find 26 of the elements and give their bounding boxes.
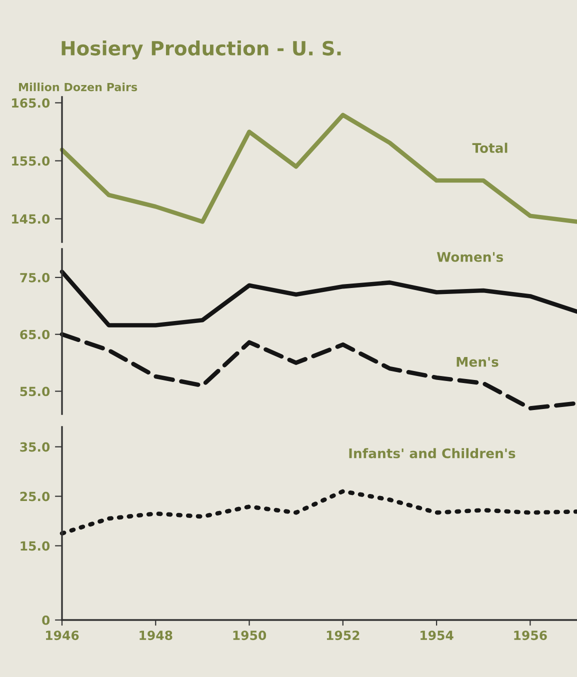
line-series xyxy=(60,489,577,536)
series-label: Men's xyxy=(456,357,498,367)
line-series xyxy=(60,332,577,410)
x-tick-label: 1956 xyxy=(514,630,547,640)
x-tick-label: 1954 xyxy=(420,630,454,640)
y-tick-label: 55.0 xyxy=(20,386,50,396)
y-tick-label: 165.0 xyxy=(12,98,50,108)
y-tick-label: 155.0 xyxy=(12,156,50,166)
y-tick-label: 0 xyxy=(42,615,50,625)
y-tick-label: 15.0 xyxy=(20,541,50,551)
text: Total xyxy=(472,142,508,153)
y-tick-label: 35.0 xyxy=(20,442,50,452)
x-tick-label: 1952 xyxy=(326,630,360,640)
text: Women's xyxy=(436,252,504,262)
y-axis-title: Million Dozen Pairs xyxy=(19,82,138,92)
text: Infants' and Children's xyxy=(349,448,516,458)
x-tick-label: 1946 xyxy=(46,630,79,640)
line-series xyxy=(60,112,577,224)
chart-title: Hosiery Production - U. S. xyxy=(62,40,341,60)
y-tick-label: 25.0 xyxy=(20,492,50,502)
y-tick-label: 65.0 xyxy=(20,330,50,340)
y-tick-label: 75.0 xyxy=(20,272,50,282)
x-tick-label: 1950 xyxy=(233,630,266,640)
line-series xyxy=(60,270,577,328)
y-tick-label: 145.0 xyxy=(12,214,50,224)
x-tick-label: 1948 xyxy=(140,630,172,640)
